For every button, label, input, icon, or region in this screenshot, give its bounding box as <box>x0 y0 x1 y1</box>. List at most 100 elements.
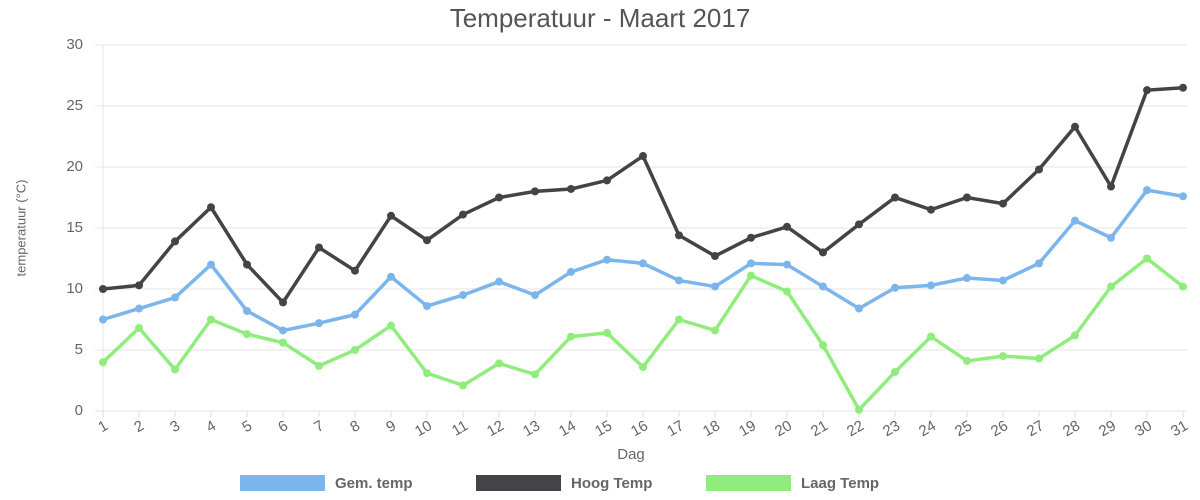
data-point <box>819 282 827 291</box>
data-point <box>531 187 539 196</box>
data-point <box>927 332 935 341</box>
x-tick-label: 26 <box>988 417 1011 440</box>
data-point <box>423 369 431 378</box>
data-point <box>747 271 755 280</box>
legend-swatch <box>706 475 791 491</box>
data-point <box>351 310 359 319</box>
data-point <box>459 210 467 219</box>
x-tick-label: 4 <box>203 417 219 436</box>
data-point <box>1107 282 1115 291</box>
data-point <box>639 152 647 161</box>
chart-title: Temperatuur - Maart 2017 <box>450 3 751 33</box>
data-point <box>459 291 467 300</box>
data-point <box>387 321 395 330</box>
data-point <box>711 252 719 261</box>
data-point <box>351 266 359 275</box>
data-point <box>387 211 395 220</box>
x-tick-label: 15 <box>592 417 615 440</box>
x-axis-title: Dag <box>617 446 645 463</box>
data-point <box>855 405 863 414</box>
data-point <box>819 341 827 350</box>
data-point <box>675 315 683 324</box>
x-tick-label: 9 <box>383 417 399 436</box>
x-tick-label: 10 <box>412 417 435 440</box>
data-point <box>1071 122 1079 131</box>
data-point <box>567 332 575 341</box>
data-point <box>531 291 539 300</box>
data-point <box>927 281 935 290</box>
y-tick-label: 25 <box>66 97 83 114</box>
legend-label: Laag Temp <box>801 475 879 492</box>
x-tick-label: 28 <box>1060 417 1083 440</box>
data-point <box>639 363 647 372</box>
x-tick-label: 14 <box>556 417 579 440</box>
y-axis-title: temperatuur (°C) <box>13 180 28 277</box>
x-tick-label: 20 <box>772 417 795 440</box>
data-point <box>603 176 611 185</box>
data-point <box>855 304 863 313</box>
x-tick-label: 27 <box>1024 417 1047 440</box>
data-point <box>783 287 791 296</box>
data-point <box>567 267 575 276</box>
data-point <box>855 220 863 229</box>
y-tick-label: 15 <box>66 219 83 236</box>
data-point <box>135 324 143 333</box>
data-point <box>171 365 179 374</box>
data-point <box>243 260 251 269</box>
data-point <box>315 243 323 252</box>
data-point <box>423 236 431 245</box>
data-point <box>1035 354 1043 363</box>
data-point <box>279 326 287 335</box>
data-point <box>963 274 971 283</box>
data-point <box>387 272 395 281</box>
data-point <box>171 293 179 302</box>
data-point <box>243 306 251 315</box>
data-point <box>315 361 323 370</box>
legend-label: Hoog Temp <box>571 475 652 492</box>
data-point <box>99 358 107 367</box>
data-point <box>1107 233 1115 242</box>
data-point <box>999 276 1007 285</box>
data-point <box>567 184 575 193</box>
data-point <box>1143 86 1151 95</box>
data-point <box>279 298 287 307</box>
y-tick-label: 5 <box>75 341 83 358</box>
data-point <box>99 315 107 324</box>
data-point <box>783 260 791 269</box>
x-tick-label: 7 <box>311 417 327 436</box>
legend-swatch <box>240 475 325 491</box>
x-tick-label: 13 <box>520 417 543 440</box>
data-point <box>1179 83 1187 92</box>
y-tick-label: 30 <box>66 36 83 53</box>
data-point <box>891 193 899 202</box>
data-point <box>891 283 899 292</box>
data-point <box>135 281 143 290</box>
x-tick-label: 22 <box>844 417 867 440</box>
data-point <box>1071 331 1079 340</box>
x-tick-label: 17 <box>664 417 687 440</box>
data-point <box>243 330 251 339</box>
x-tick-label: 12 <box>484 417 507 440</box>
data-point <box>135 304 143 313</box>
data-point <box>495 277 503 286</box>
x-tick-label: 8 <box>347 417 363 436</box>
x-tick-label: 21 <box>808 417 831 440</box>
x-tick-label: 19 <box>736 417 759 440</box>
data-point <box>711 326 719 335</box>
data-point <box>1179 282 1187 291</box>
x-tick-label: 2 <box>131 417 147 436</box>
data-point <box>315 319 323 328</box>
data-point <box>963 356 971 365</box>
data-point <box>1143 254 1151 263</box>
y-tick-label: 20 <box>66 158 83 175</box>
data-point <box>459 381 467 390</box>
data-point <box>783 222 791 231</box>
data-point <box>891 367 899 376</box>
x-tick-label: 25 <box>952 417 975 440</box>
data-point <box>819 248 827 257</box>
legend-label: Gem. temp <box>335 475 413 492</box>
data-point <box>963 193 971 202</box>
data-point <box>639 259 647 268</box>
data-point <box>603 328 611 337</box>
